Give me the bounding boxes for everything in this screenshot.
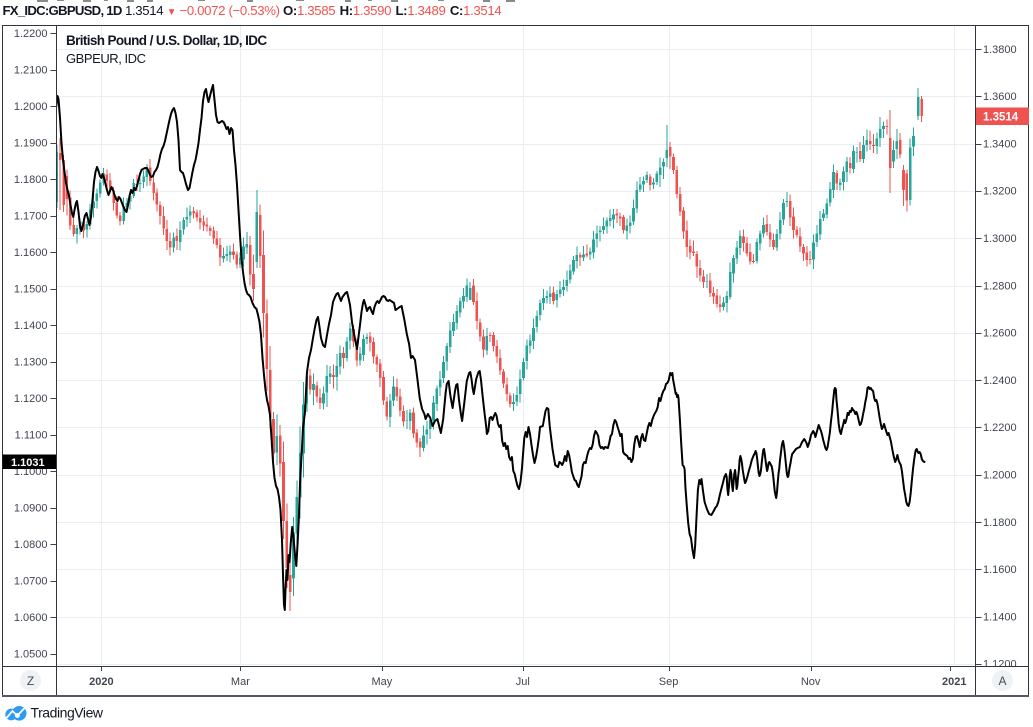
svg-text:1.0700: 1.0700 [14, 576, 48, 588]
svg-text:1.1800: 1.1800 [983, 517, 1017, 529]
svg-text:1.1700: 1.1700 [14, 211, 48, 223]
svg-text:1.2800: 1.2800 [983, 280, 1017, 292]
svg-text:Z: Z [27, 674, 34, 688]
svg-text:1.1031: 1.1031 [11, 457, 45, 469]
svg-text:1.1400: 1.1400 [14, 320, 48, 332]
svg-text:1.1200: 1.1200 [983, 659, 1017, 671]
svg-text:May: May [372, 676, 393, 688]
svg-text:1.2200: 1.2200 [14, 28, 48, 40]
svg-text:1.3600: 1.3600 [983, 91, 1017, 103]
svg-text:1.3400: 1.3400 [983, 138, 1017, 150]
svg-text:1.0900: 1.0900 [14, 503, 48, 515]
svg-text:1.1200: 1.1200 [14, 393, 48, 405]
svg-text:Mar: Mar [231, 676, 250, 688]
svg-text:1.2400: 1.2400 [983, 375, 1017, 387]
svg-text:1.2600: 1.2600 [983, 328, 1017, 340]
svg-text:1.0800: 1.0800 [14, 539, 48, 551]
svg-text:1.1600: 1.1600 [14, 247, 48, 259]
svg-text:1.2200: 1.2200 [983, 422, 1017, 434]
svg-text:1.2100: 1.2100 [14, 65, 48, 77]
svg-text:1.1300: 1.1300 [14, 357, 48, 369]
svg-text:1.0500: 1.0500 [14, 649, 48, 661]
svg-text:1.1400: 1.1400 [983, 611, 1017, 623]
svg-text:1.3800: 1.3800 [983, 44, 1017, 56]
svg-text:2020: 2020 [89, 676, 113, 688]
svg-text:1.1500: 1.1500 [14, 284, 48, 296]
svg-text:1.1900: 1.1900 [14, 138, 48, 150]
svg-text:1.2000: 1.2000 [983, 470, 1017, 482]
svg-text:British Pound / U.S. Dollar, 1: British Pound / U.S. Dollar, 1D, IDC [66, 33, 267, 48]
svg-text:Jul: Jul [516, 676, 530, 688]
svg-text:1.0600: 1.0600 [14, 612, 48, 624]
svg-text:1.1600: 1.1600 [983, 564, 1017, 576]
svg-text:Sep: Sep [659, 676, 679, 688]
svg-text:1.3514: 1.3514 [983, 112, 1019, 124]
svg-text:Nov: Nov [801, 676, 821, 688]
svg-text:A: A [998, 674, 1006, 688]
svg-text:GBPEUR, IDC: GBPEUR, IDC [66, 51, 146, 66]
svg-text:TradingView: TradingView [31, 705, 104, 721]
svg-text:1.2000: 1.2000 [14, 101, 48, 113]
svg-text:2021: 2021 [942, 676, 966, 688]
svg-text:1.1100: 1.1100 [15, 430, 48, 442]
svg-text:1.1800: 1.1800 [14, 174, 48, 186]
svg-text:1.3000: 1.3000 [983, 233, 1017, 245]
svg-text:1.3200: 1.3200 [983, 186, 1017, 198]
